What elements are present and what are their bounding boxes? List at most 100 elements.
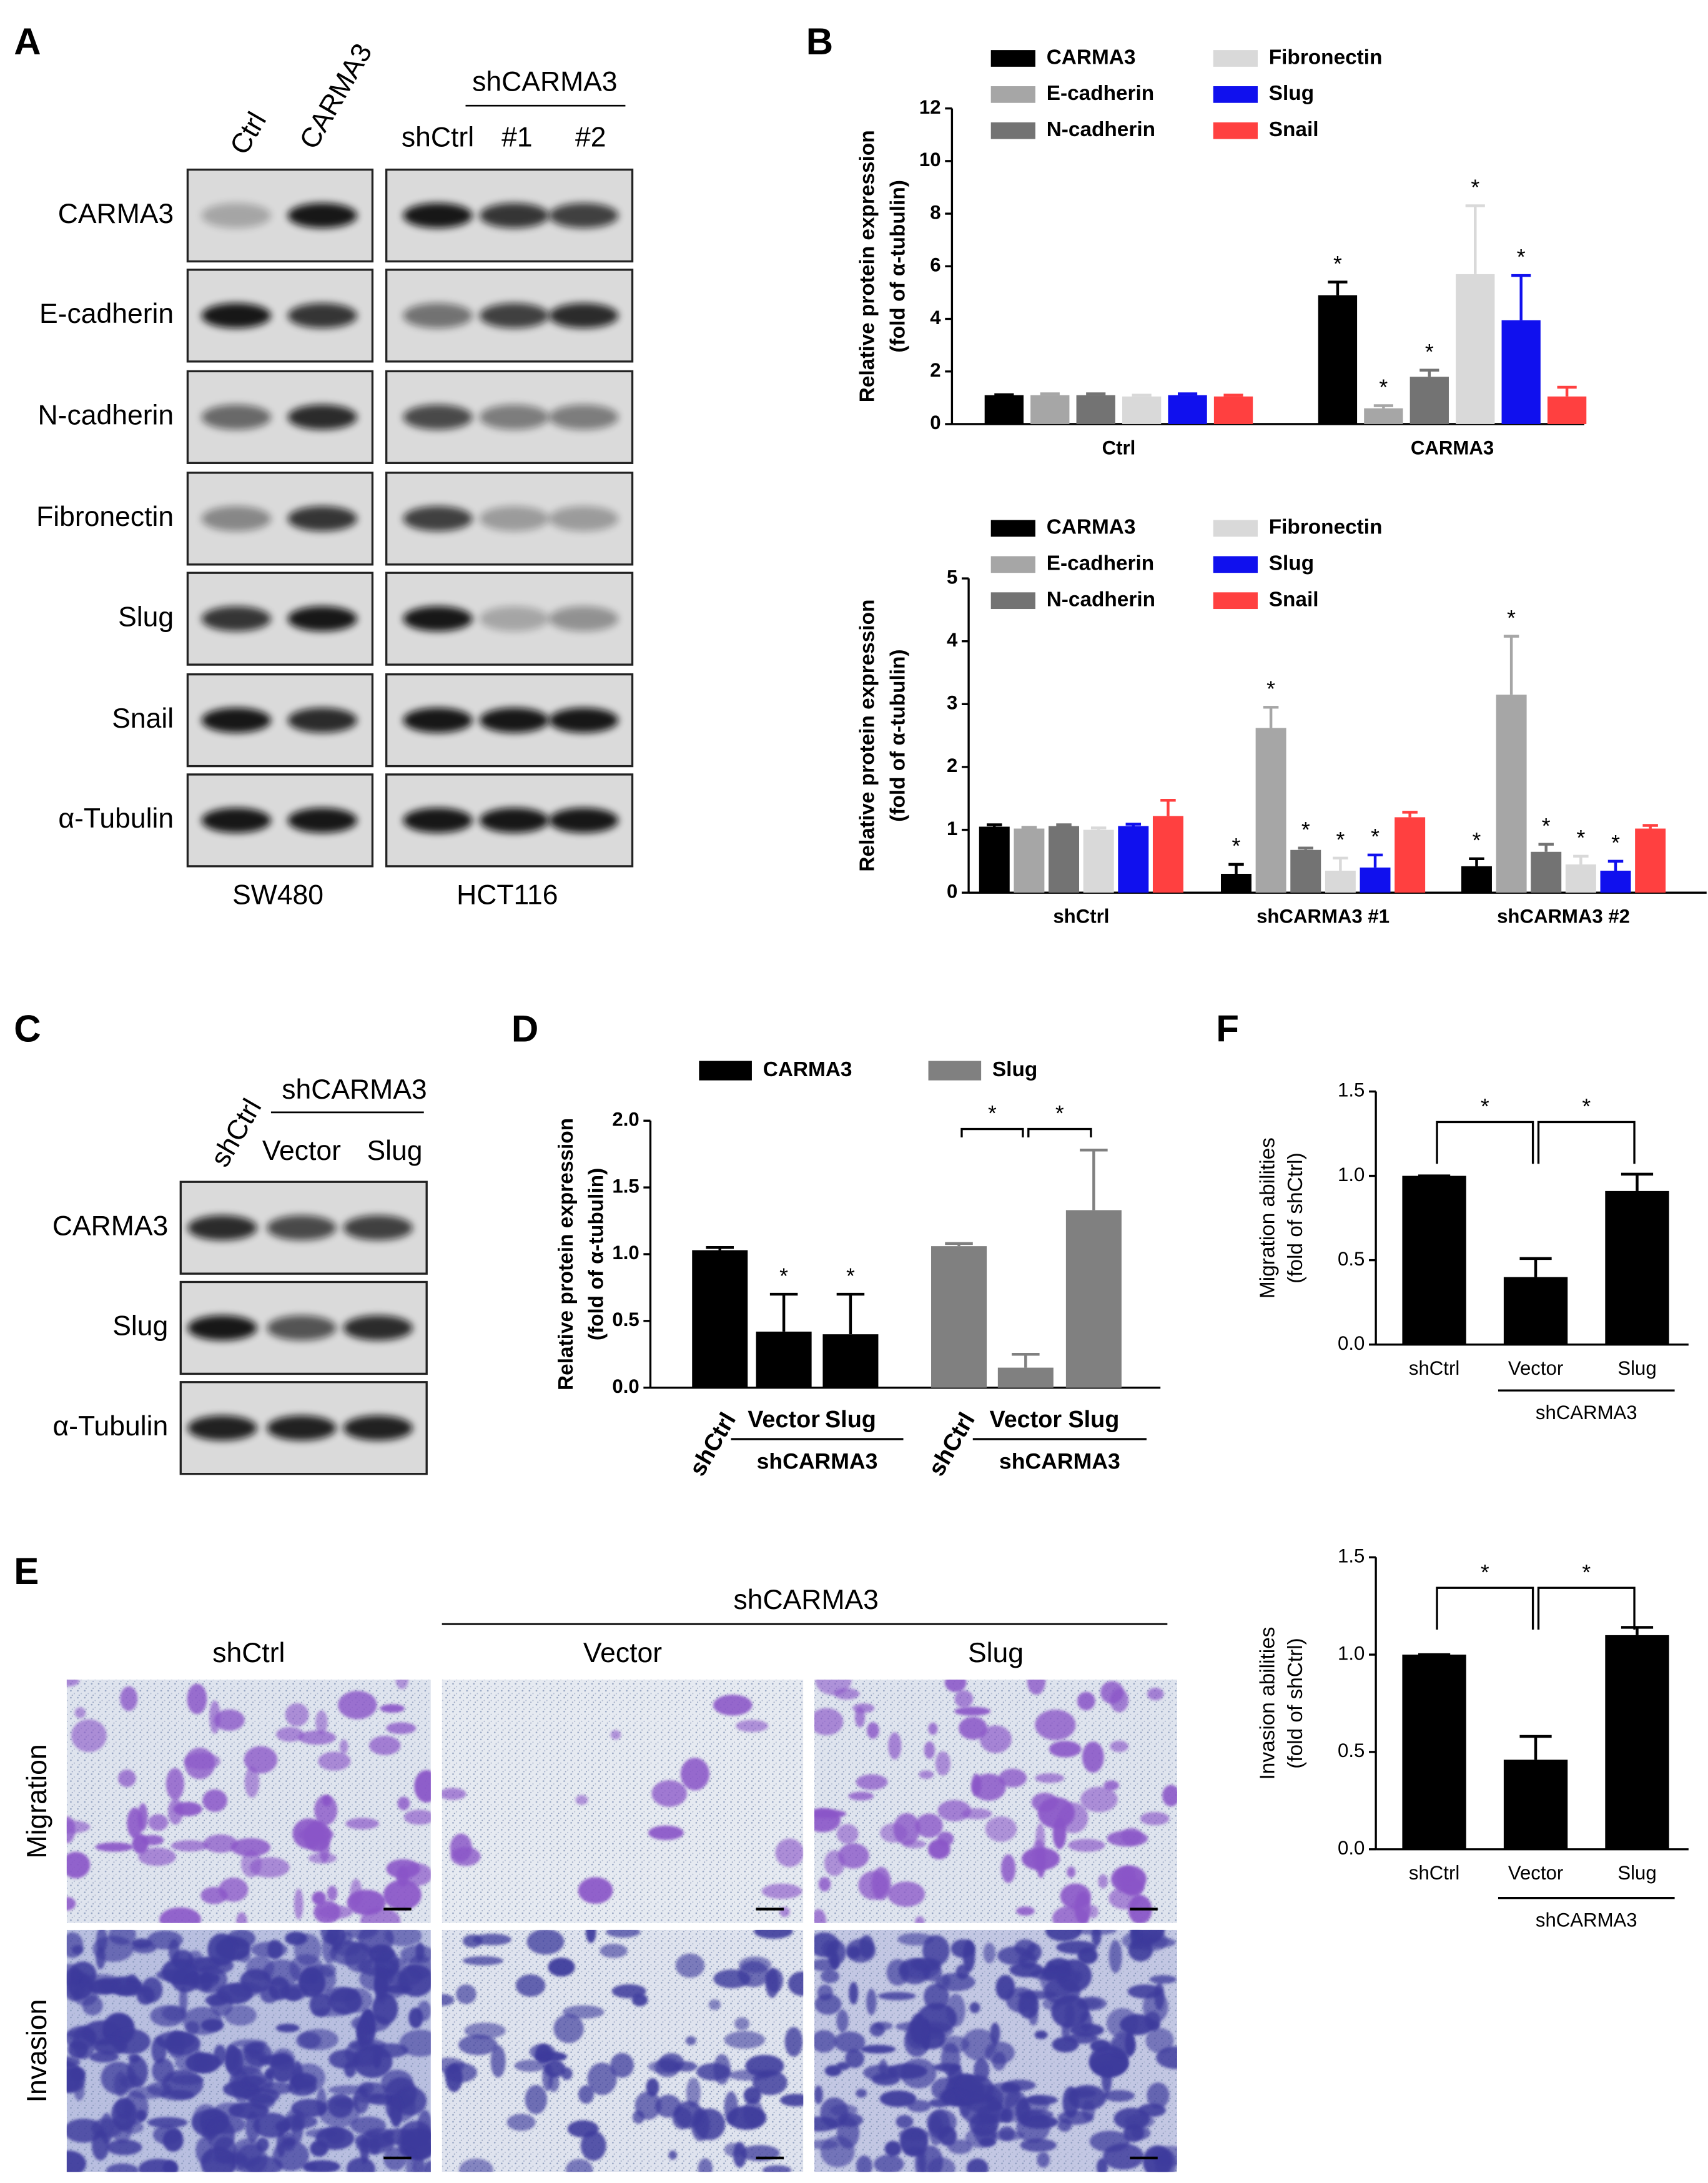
error-bar — [1228, 863, 1244, 874]
bar — [1501, 320, 1541, 424]
cell — [1000, 2083, 1021, 2094]
y-tick-label: 4 — [947, 629, 958, 651]
cell — [1035, 1710, 1076, 1741]
x-tick-label: CARMA3 — [1411, 437, 1494, 458]
significance-label: * — [1582, 1094, 1591, 1119]
error-bar — [1056, 823, 1072, 826]
cell — [935, 1973, 975, 1991]
x-tick-label: Slug — [825, 1407, 876, 1433]
y-tick-label: 6 — [930, 254, 940, 276]
cell — [66, 1932, 84, 1958]
cell — [886, 1959, 909, 1986]
cell — [1027, 1680, 1046, 1695]
cell — [450, 1846, 481, 1866]
cell — [412, 2155, 425, 2172]
cell — [897, 1933, 934, 1946]
cell — [814, 1994, 842, 2015]
cell — [66, 1851, 91, 1879]
blot-band — [343, 1415, 413, 1441]
cell — [347, 2157, 375, 2172]
cell-line-label: HCT116 — [457, 880, 558, 911]
cell — [402, 1863, 431, 1886]
cell — [170, 2074, 204, 2086]
blot-band — [201, 303, 271, 329]
blot-band — [267, 1215, 337, 1240]
blot-band — [287, 404, 357, 430]
blot-band — [403, 708, 473, 733]
y-tick-label: 0.5 — [1338, 1248, 1365, 1270]
cell — [1035, 1773, 1065, 1783]
cell — [386, 1722, 417, 1735]
cell — [879, 2090, 917, 2107]
cell — [276, 2130, 286, 2157]
cell — [114, 2071, 128, 2097]
blot-band — [403, 404, 473, 430]
blot-band — [479, 404, 550, 430]
cell — [313, 1900, 340, 1923]
blot-band — [287, 203, 357, 229]
blot-row-label: N-cadherin — [38, 400, 174, 431]
error-bar — [1021, 826, 1037, 829]
y-axis-label: (fold of α-tubulin) — [887, 180, 910, 352]
cell — [136, 1986, 155, 2005]
cell — [167, 1798, 184, 1825]
error-bar — [1012, 1353, 1040, 1368]
cell — [867, 1722, 879, 1739]
cell — [464, 2022, 506, 2039]
group-label: shCARMA3 — [1536, 1909, 1637, 1931]
cell — [544, 2060, 566, 2078]
cell — [999, 1768, 1027, 1788]
significance-bracket — [1027, 1127, 1092, 1137]
cell — [120, 1686, 138, 1711]
cell — [276, 1727, 304, 1742]
cell — [830, 2104, 858, 2116]
cell — [207, 2119, 235, 2151]
cell — [1045, 1929, 1082, 1942]
bar — [1402, 1176, 1466, 1345]
cell — [308, 1853, 337, 1864]
lane-label: Vector — [262, 1136, 341, 1166]
y-tick-label: 0 — [947, 880, 957, 902]
cell — [1062, 2086, 1079, 2119]
cell — [1037, 1797, 1075, 1829]
cell — [762, 2165, 792, 2172]
error-bar — [1373, 404, 1393, 408]
blot-band — [287, 606, 357, 631]
group-label: shCARMA3 — [734, 1585, 879, 1615]
x-tick-label: shCARMA3 #2 — [1497, 905, 1630, 927]
cell — [983, 1943, 996, 1964]
legend-label: N-cadherin — [1047, 118, 1155, 141]
column-label: Slug — [968, 1638, 1024, 1668]
cell — [966, 2158, 989, 2172]
blot-band — [187, 1315, 257, 1340]
cell — [686, 2077, 701, 2108]
cell — [399, 2029, 431, 2057]
significance-bracket — [960, 1127, 1024, 1137]
y-axis-label: Relative protein expression — [856, 130, 879, 402]
bar — [1547, 396, 1587, 424]
legend-label: E-cadherin — [1047, 82, 1154, 105]
blot-row-label: CARMA3 — [58, 199, 174, 229]
cell — [1130, 1929, 1141, 1947]
cell — [525, 2085, 548, 2114]
cell — [907, 2100, 932, 2112]
cell — [299, 2029, 338, 2051]
bar — [1318, 295, 1358, 424]
cell — [1016, 1906, 1035, 1916]
significance-label: * — [1266, 676, 1275, 701]
cell — [535, 2051, 568, 2062]
y-tick-label: 10 — [919, 149, 941, 171]
bar — [1065, 1210, 1122, 1388]
micrograph — [442, 1929, 804, 2172]
cell — [587, 2062, 617, 2096]
cell — [352, 2093, 390, 2104]
cell — [708, 1999, 721, 2011]
cell — [230, 1838, 270, 1857]
cell — [938, 2126, 957, 2146]
error-bar — [1519, 1735, 1552, 1760]
cell — [954, 1690, 974, 1708]
group-label: shCARMA3 — [282, 1074, 427, 1105]
cell — [397, 2128, 431, 2157]
cell — [834, 1688, 860, 1700]
cell — [866, 1988, 877, 2016]
